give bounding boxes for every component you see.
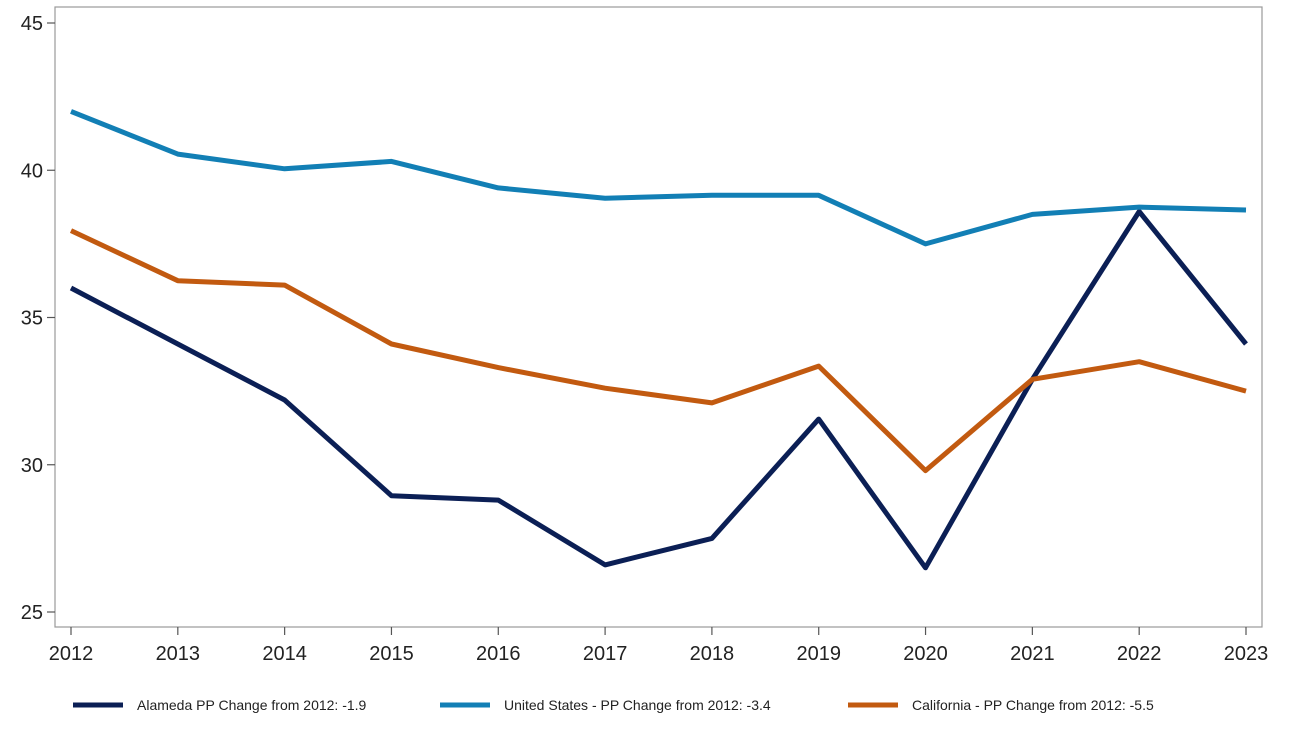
series-layer [71, 111, 1246, 568]
series-line-0 [71, 212, 1246, 568]
x-axis: 2012 2013 2014 2015 2016 2017 2018 2019 2020 2021… [49, 627, 1269, 665]
x-tick-label: 2016 [476, 643, 521, 665]
legend-label: California - PP Change from 2012: -5.5 [912, 697, 1154, 713]
x-tick-label: 2013 [156, 643, 201, 665]
series-line-1 [71, 111, 1246, 244]
legend-label: Alameda PP Change from 2012: -1.9 [137, 697, 367, 713]
plot-frame [55, 7, 1262, 627]
legend-label: United States - PP Change from 2012: -3.… [504, 697, 771, 713]
x-tick-label: 2012 [49, 643, 94, 665]
y-tick-label: 30 [21, 455, 43, 477]
x-tick-label: 2022 [1117, 643, 1162, 665]
x-tick-label: 2019 [796, 643, 841, 665]
x-tick-label: 2023 [1224, 643, 1269, 665]
x-tick-label: 2021 [1010, 643, 1055, 665]
x-tick-label: 2014 [262, 643, 307, 665]
y-tick-label: 35 [21, 308, 43, 330]
y-tick-label: 40 [21, 160, 43, 182]
y-axis: 25 30 35 40 45 [21, 13, 55, 624]
series-line-2 [71, 231, 1246, 471]
x-tick-label: 2017 [583, 643, 628, 665]
x-tick-label: 2015 [369, 643, 414, 665]
x-tick-label: 2020 [903, 643, 948, 665]
y-tick-label: 45 [21, 13, 43, 35]
x-tick-label: 2018 [690, 643, 735, 665]
y-tick-label: 25 [21, 602, 43, 624]
legend: Alameda PP Change from 2012: -1.9 United … [73, 697, 1154, 713]
